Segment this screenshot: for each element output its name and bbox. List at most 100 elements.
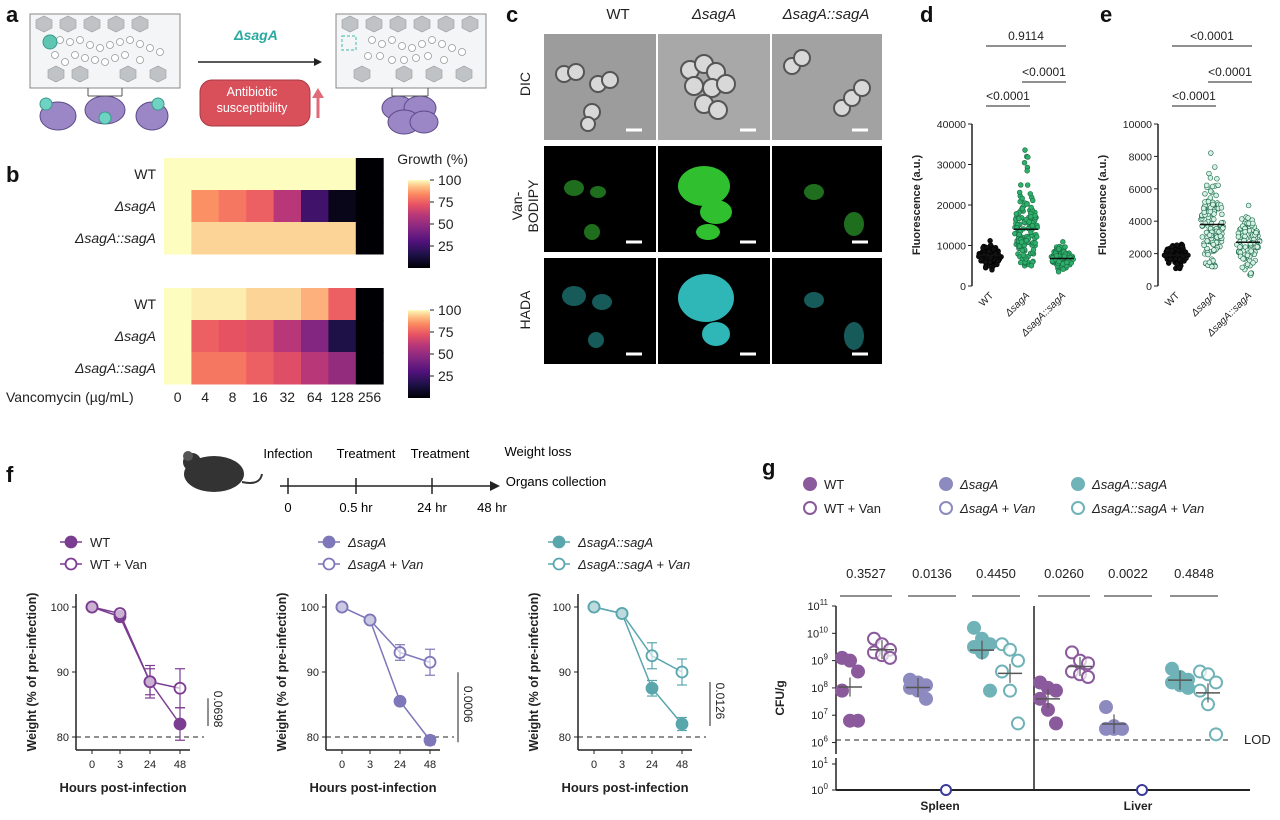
point-d-1-146 [1029,223,1036,229]
point-g-10-0 [1165,661,1179,676]
pvalue-f2: 0.0006 [461,686,475,723]
heatmap-cell-b_top-2-3 [246,222,275,255]
heatmap-cell-b_bottom-0-2 [218,288,247,321]
ytick-exp-g-5: 11 [820,598,829,607]
pvalue-g-0: 0.3527 [846,566,886,581]
legend-label-g-0: WT [824,477,844,492]
point-e-2-100 [1240,256,1246,262]
mouse-icon [183,451,263,492]
point-e-1-137 [1209,263,1215,270]
panel-b-heatmaps: Growth (%) Vancomycin (µg/mL) WT ΔsagA Δsa… [6,151,468,405]
col-label-sagA: ΔsagA [691,6,737,23]
mutation-label: ΔsagA [233,27,278,43]
point-d-2-94 [1056,246,1062,252]
heatmap-cell-b_top-1-4 [273,190,302,223]
point-e-1-125 [1204,238,1210,244]
series-line-f3-1 [593,606,683,673]
point-g-5-3 [995,664,1009,679]
heatmap-cell-b_bottom-0-7 [355,288,384,321]
ytick-label-e-5: 10000 [1123,119,1152,131]
point-f3-0-3 [675,717,689,731]
point-d-1-144 [1018,239,1025,245]
legend-label-g-1: WT + Van [824,501,881,516]
panel-f-timeline: Infection Treatment Treatment Weight los… [183,444,606,515]
pvalue-f3: 0.0126 [713,683,727,720]
xlabel-f3: Hours post-infection [561,780,688,795]
point-d-1-82 [1016,215,1022,222]
ylabel-g: CFU/g [773,680,787,715]
point-d-1-101 [1024,201,1030,207]
xtick-label-f1-1: 3 [117,759,123,771]
point-f1-1-3 [173,681,187,695]
heatmap-cell-b_bottom-0-6 [328,288,357,321]
legend-marker-f2-0 [322,535,336,549]
colorbar-label-b_bottom-1: 75 [438,324,454,340]
heatmap-cell-b_top-2-1 [191,222,220,255]
ytick-label-f2-0: 80 [307,732,319,744]
point-g-7-2 [1081,656,1095,671]
heatmap-xtick-3: 16 [252,389,268,405]
heatmap-cell-b_bottom-1-6 [328,320,357,353]
legend-marker-g-2 [939,477,953,491]
event-treatment-2: Treatment [411,446,470,461]
heatmap-cell-b_top-0-2 [218,158,247,191]
pvalue-d-0: <0.0001 [986,89,1030,103]
point-d-2-107 [1064,259,1070,266]
point-d-1-111 [1025,154,1031,160]
pvalue-g-1: 0.0136 [912,566,952,581]
pvalue-g-3: 0.0260 [1044,566,1084,581]
ytick-label-f1-1: 90 [57,667,69,679]
xtick-label-e-1: ΔsagA [1189,290,1219,320]
panel-label-b: b [6,162,20,187]
point-d-0-99 [994,261,1000,268]
time-48hr: 48 hr [477,500,507,515]
point-d-1-148 [1020,252,1027,258]
legend-label-f1-0: WT [90,535,110,550]
point-d-1-120 [1019,247,1026,254]
heatmap-cell-b_bottom-2-4 [273,352,302,385]
image-vanbodipy-complement [772,146,882,252]
point-e-1-107 [1214,176,1220,182]
point-e-2-90 [1248,270,1254,276]
point-g-6-2 [1049,683,1063,698]
point-e-1-69 [1202,191,1208,197]
ylabel-f1: Weight (% of pre-infection) [25,593,39,752]
point-d-0-39 [987,238,993,244]
heatmap-cell-b_bottom-0-4 [273,288,302,321]
point-f3-1-3 [675,665,689,679]
point-f2-1-0 [335,600,349,614]
xtick-label-f2-3: 48 [424,759,436,771]
point-f2-1-1 [363,613,377,627]
panel-label-a: a [6,2,19,27]
pvalue-d-2: <0.0001 [1022,65,1066,79]
point-f2-1-2 [393,646,407,659]
ytick-lower-exp-g-1: 0 [824,782,829,791]
legend-label-f1-1: WT + Van [90,557,147,572]
ytick-label-e-2: 4000 [1129,216,1153,228]
point-d-1-114 [1018,182,1024,188]
legend-label-f2-0: ΔsagA [347,535,386,550]
xtick-label-f2-2: 24 [394,759,406,771]
point-f1-1-1 [113,607,127,620]
point-e-0-101 [1174,242,1180,248]
point-d-1-141 [1034,234,1040,240]
heatmap-cell-b_bottom-2-1 [191,352,220,385]
ytick-exp-g-2: 8 [824,680,829,689]
point-f3-1-2 [645,649,659,663]
point-e-1-75 [1215,182,1221,188]
pvalue-f1: 0.0698 [211,691,225,728]
ytick-label-f2-1: 90 [307,667,319,679]
event-infection: Infection [263,446,312,461]
point-d-1-125 [1016,189,1023,196]
pvalue-e-1: <0.0001 [1190,29,1234,43]
legend-marker-f1-1 [64,557,78,571]
point-e-1-147 [1210,201,1216,208]
group-label-liver: Liver [1124,799,1153,813]
point-g-10-5 [1181,680,1195,695]
point-e-2-78 [1254,244,1260,250]
point-d-1-145 [1032,240,1038,246]
point-d-1-116 [1021,160,1028,166]
pvalue-e-2: <0.0001 [1208,65,1252,79]
heatmap-cell-b_bottom-2-2 [218,352,247,385]
legend-label-f3-0: ΔsagA::sagA [577,535,653,550]
